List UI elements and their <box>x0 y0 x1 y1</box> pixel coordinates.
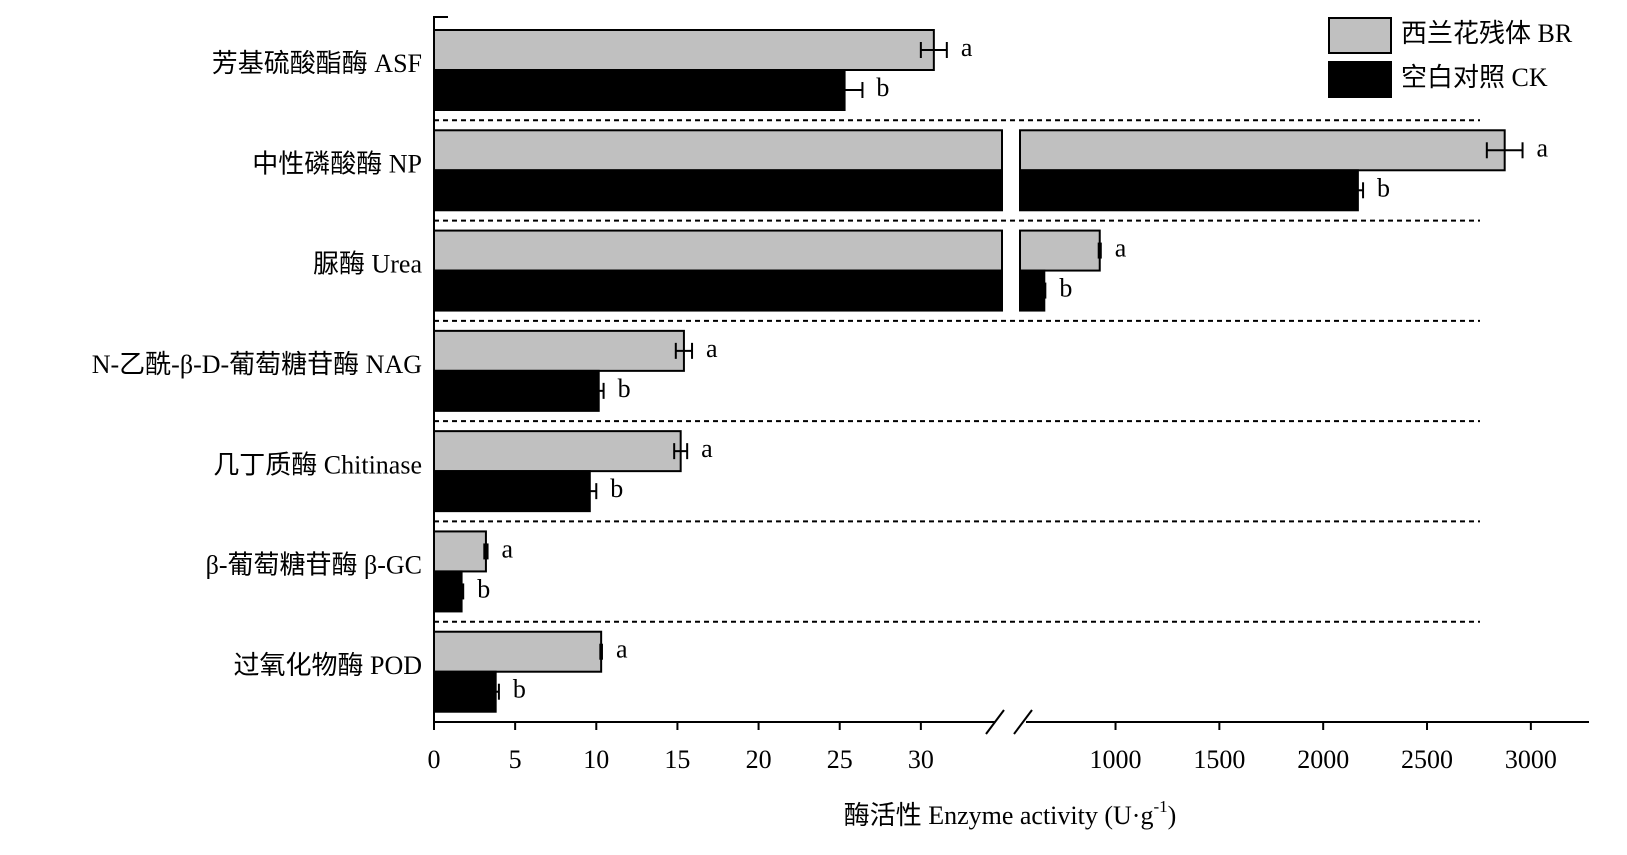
bar-break-part <box>433 269 1003 312</box>
bar <box>1019 229 1101 272</box>
significance-label: a <box>1115 234 1127 263</box>
x-axis-title-sup: -1 <box>1153 797 1167 816</box>
y-tick-label: 脲酶 Urea <box>313 250 422 279</box>
significance-label: a <box>616 635 628 664</box>
y-tick-label: N-乙酰-β-D-葡萄糖苷酶 NAG <box>92 350 422 379</box>
legend-label: 空白对照 CK <box>1401 63 1548 92</box>
y-tick-label: β-葡萄糖苷酶 β-GC <box>206 551 422 580</box>
x-tick-label: 2000 <box>1297 745 1349 774</box>
y-tick-label: 中性磷酸酶 NP <box>252 149 422 178</box>
bar <box>433 530 487 573</box>
bar <box>1019 129 1506 172</box>
x-tick-label: 1500 <box>1193 745 1245 774</box>
bar <box>433 670 497 713</box>
x-tick-label: 25 <box>827 745 853 774</box>
x-tick-label: 15 <box>664 745 690 774</box>
significance-label: b <box>513 675 526 704</box>
significance-label: b <box>876 73 889 102</box>
significance-label: b <box>1059 274 1072 303</box>
bar <box>1019 169 1359 212</box>
legend-swatch <box>1328 17 1392 54</box>
significance-label: b <box>610 474 623 503</box>
bar-break-part <box>433 129 1003 172</box>
y-tick-label: 芳基硫酸酯酶 ASF <box>212 49 422 78</box>
x-tick-label: 0 <box>428 745 441 774</box>
significance-label: b <box>1377 173 1390 202</box>
bar <box>433 329 685 372</box>
significance-label: b <box>618 374 631 403</box>
bar-break-part <box>433 169 1003 212</box>
bar <box>1019 269 1046 312</box>
x-axis-title-main: 酶活性 Enzyme activity (U·g <box>844 801 1154 830</box>
bar <box>433 630 603 673</box>
bar <box>433 29 935 71</box>
x-tick-label: 3000 <box>1505 745 1557 774</box>
y-tick-label: 几丁质酶 Chitinase <box>213 450 422 479</box>
x-tick-label: 20 <box>746 745 772 774</box>
y-tick-label: 过氧化物酶 POD <box>233 651 422 680</box>
axis-break <box>1013 709 1033 735</box>
x-axis-title: 酶活性 Enzyme activity (U·g-1) <box>844 797 1177 830</box>
bar <box>433 430 682 473</box>
x-tick-label: 10 <box>583 745 609 774</box>
legend-label: 西兰花残体 BR <box>1401 19 1573 48</box>
significance-label: a <box>701 434 713 463</box>
x-tick-label: 1000 <box>1090 745 1142 774</box>
significance-label: b <box>477 574 490 603</box>
bar-break-part <box>433 229 1003 272</box>
legend-swatch <box>1328 61 1392 98</box>
x-tick-label: 2500 <box>1401 745 1453 774</box>
significance-label: a <box>961 33 973 62</box>
bar <box>433 470 591 513</box>
bar <box>433 369 600 412</box>
axis-break <box>985 709 1005 735</box>
x-tick-label: 5 <box>509 745 522 774</box>
x-axis-title-end: ) <box>1168 801 1177 830</box>
significance-label: a <box>1537 133 1549 162</box>
significance-label: a <box>502 534 514 563</box>
bar <box>433 570 463 613</box>
bar <box>433 69 846 111</box>
significance-label: a <box>706 334 718 363</box>
x-tick-label: 30 <box>908 745 934 774</box>
